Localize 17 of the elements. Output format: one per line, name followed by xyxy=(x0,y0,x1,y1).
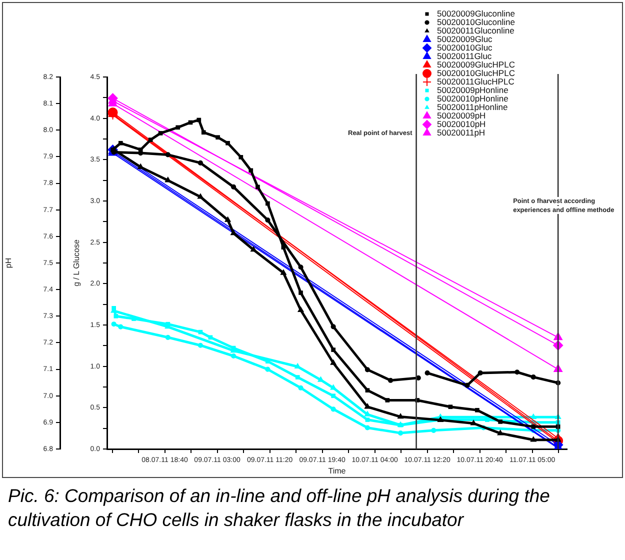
y-axis-title: g / L Glucose xyxy=(72,239,82,286)
legend-label: 50020011pHonline xyxy=(437,102,508,112)
legend-label: 50020010GlucHPLC xyxy=(437,68,515,78)
legend-label: 50020010Gluconline xyxy=(437,16,516,27)
legend-label: 50020011Gluconline xyxy=(437,25,515,36)
legend-label: 50020009pHonline xyxy=(437,84,509,95)
legend-label: 50020009Gluc xyxy=(437,34,494,44)
legend-label: 50020010Gluc xyxy=(437,42,494,52)
text: Pic. 6: Comparison of an in-line and off-line pH analysis during the cultivation of CHO cells in shaker flasks in the incubator xyxy=(8,484,551,532)
legend-label: 50020011pH xyxy=(437,127,486,138)
y2-axis-title: pH xyxy=(4,258,14,268)
x-axis-title: Time xyxy=(328,466,346,476)
legend-label: 50020009pH xyxy=(437,110,486,120)
legend-label: 50020011GlucHPLC xyxy=(437,76,514,86)
legend-label: 50020009GlucHPLC xyxy=(437,59,515,70)
legend-label: 50020009Gluconline xyxy=(437,8,516,18)
legend-label: 50020011Gluc xyxy=(437,50,492,61)
